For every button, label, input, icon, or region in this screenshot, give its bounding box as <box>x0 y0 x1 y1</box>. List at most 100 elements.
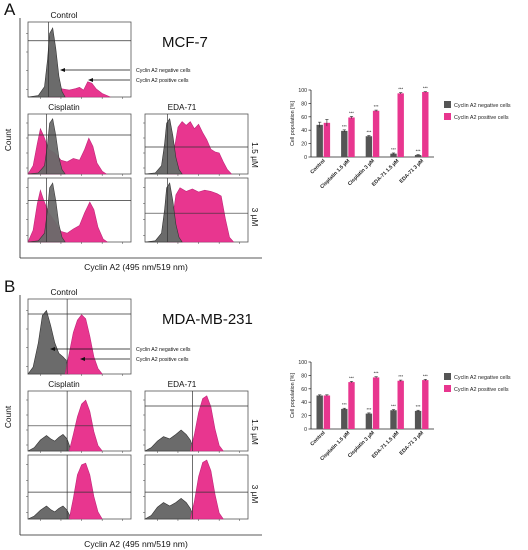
panel-b-cisplatin-1-histogram-negative <box>27 434 72 452</box>
panel-a-chart-y-tick-label: 40 <box>301 128 307 134</box>
panel-a-chart-bar-negative <box>341 130 348 157</box>
panel-a-chart-significance-label: *** <box>416 149 421 154</box>
panel-a-chart-bar-negative <box>414 154 422 157</box>
panel-b: B Control MDA-MB-231 Cisplatin EDA-71 Count 1.… <box>3 277 511 549</box>
panel-b-chart-significance-label: *** <box>423 373 428 378</box>
panel-a-eda-1-histogram-positive <box>167 121 233 175</box>
panel-b-positive-arrow-label: Cyclin A2 positive cells <box>136 357 189 363</box>
panel-b-control-label: Control <box>51 287 78 297</box>
panel-b-chart-significance-label: *** <box>398 374 403 379</box>
panel-b-chart-y-tick-label: 60 <box>301 387 307 393</box>
panel-b-eda-label: EDA-71 <box>168 380 197 389</box>
panel-a-chart-category-label: Control <box>309 158 327 176</box>
panel-a-chart-significance-label: *** <box>391 147 396 152</box>
panel-a-eda-1-histogram-negative <box>144 118 183 175</box>
panel-a-x-axis-label: Cyclin A2 (495 nm/519 nm) <box>84 262 188 272</box>
panel-a-cisplatin-2-histogram-negative <box>27 182 66 243</box>
panel-a-eda-2-histogram-positive <box>167 187 235 243</box>
panel-b-chart-y-tick-label: 80 <box>301 373 307 379</box>
panel-b-eda-1-histogram-negative <box>144 429 195 452</box>
panel-b-letter: B <box>4 277 15 296</box>
panel-b-chart-legend-swatch <box>444 373 451 380</box>
panel-b-chart-significance-label: *** <box>391 404 396 409</box>
panel-a-chart-bar-negative <box>316 124 323 157</box>
panel-a-chart-significance-label: *** <box>342 124 347 129</box>
panel-b-x-axis-label: Cyclin A2 (495 nm/519 nm) <box>84 539 188 549</box>
panel-a-chart-legend-swatch <box>444 101 451 108</box>
panel-b-chart-y-tick-label: 40 <box>301 400 307 406</box>
panel-b-chart-bar-positive <box>348 382 355 429</box>
panel-b-chart-significance-label: *** <box>349 375 354 380</box>
panel-b-count-label: Count <box>3 405 13 428</box>
panel-b-dose-label-2: 3 µM <box>250 485 260 504</box>
panel-a-chart-significance-label: *** <box>366 130 371 135</box>
panel-a-positive-arrow-label: Cyclin A2 positive cells <box>136 78 189 84</box>
panel-b-chart-bar-negative <box>341 408 348 429</box>
panel-b-eda-1-histogram-positive <box>189 395 224 452</box>
panel-a-chart-y-axis-label: Cell population [%] <box>290 101 296 146</box>
panel-a-chart-bar-negative <box>365 136 373 157</box>
panel-b-chart-bar-positive <box>323 395 331 429</box>
panel-b-cisplatin-2-histogram-positive <box>68 462 103 520</box>
panel-a-cisplatin-1-histogram-negative <box>27 118 66 175</box>
panel-b-cisplatin-label: Cisplatin <box>48 380 80 389</box>
panel-b-chart-y-tick-label: 0 <box>304 427 307 433</box>
panel-a-cisplatin-label: Cisplatin <box>48 103 80 112</box>
panel-a-arrowhead-positive <box>88 78 93 82</box>
panel-b-negative-arrow-label: Cyclin A2 negative cells <box>136 347 191 353</box>
panel-a-chart-significance-label: *** <box>398 87 403 92</box>
panel-b-chart-significance-label: *** <box>374 371 379 376</box>
panel-a-chart-significance-label: *** <box>374 104 379 109</box>
panel-a-chart-y-tick-label: 0 <box>304 155 307 161</box>
panel-a-chart-bar-positive <box>372 110 380 157</box>
panel-b-chart-legend-swatch <box>444 385 451 392</box>
panel-b-cisplatin-2-histogram-negative <box>27 505 72 520</box>
panel-a-chart-legend-swatch <box>444 113 451 120</box>
panel-b-dose-label-1: 1.5 µM <box>250 419 260 445</box>
panel-a-count-label: Count <box>3 128 13 151</box>
panel-b-chart-bar-negative <box>365 413 373 429</box>
panel-a-cell-line: MCF-7 <box>162 34 208 51</box>
panel-b-chart-significance-label: *** <box>366 407 371 412</box>
panel-a-chart-y-tick-label: 20 <box>301 142 307 148</box>
panel-a: A Control MCF-7 Cisplatin EDA-71 Count 1.5 µM 3… <box>3 0 511 272</box>
panel-a-chart-significance-label: *** <box>423 86 428 91</box>
panel-b-chart-y-tick-label: 20 <box>301 414 307 420</box>
panel-a-chart-y-tick-label: 80 <box>301 101 307 107</box>
panel-a-control-histogram-negative <box>27 27 66 98</box>
panel-a-chart-bar-negative <box>390 153 397 157</box>
panel-b-chart-bar-positive <box>372 377 380 429</box>
panel-a-chart-bar-positive <box>422 92 429 157</box>
panel-a-arrowhead-negative <box>60 68 65 72</box>
panel-b-chart-bar-negative <box>316 395 323 429</box>
panel-b-chart-y-axis-label: Cell population [%] <box>290 373 296 418</box>
panel-a-dose-label-1: 1.5 µM <box>250 142 260 168</box>
panel-a-letter: A <box>4 0 16 19</box>
panel-b-chart-bar-positive <box>422 380 429 429</box>
panel-b-cell-line: MDA-MB-231 <box>162 311 253 328</box>
panel-a-chart-significance-label: *** <box>349 110 354 115</box>
panel-b-chart-y-tick-label: 100 <box>298 360 307 366</box>
panel-b-control-histogram-negative <box>27 309 70 375</box>
panel-a-chart-legend-label: Cyclin A2 negative cells <box>454 103 511 109</box>
panel-a-chart-bar-positive <box>323 122 331 157</box>
panel-b-chart-legend-label: Cyclin A2 positive cells <box>454 387 509 393</box>
panel-b-chart-category-label: EDA-71 3 µM <box>399 430 426 457</box>
panel-a-control-histogram-frame <box>27 21 132 98</box>
panel-a-control-label: Control <box>51 10 78 20</box>
panel-b-chart-bar-positive <box>397 380 404 429</box>
panel-b-chart-category-label: Control <box>309 430 327 448</box>
panel-a-negative-arrow-label: Cyclin A2 negative cells <box>136 68 191 74</box>
panel-b-eda-2-histogram-positive <box>189 459 224 520</box>
panel-b-arrowhead-negative <box>50 347 55 351</box>
panel-a-dose-label-2: 3 µM <box>250 208 260 227</box>
panel-a-chart-bar-positive <box>397 93 404 157</box>
panel-a-chart-y-tick-label: 60 <box>301 115 307 121</box>
panel-a-chart-y-tick-label: 100 <box>298 88 307 94</box>
panel-b-chart-bar-negative <box>414 410 422 429</box>
panel-b-chart-significance-label: *** <box>416 404 421 409</box>
panel-a-chart-bar-positive <box>348 117 355 157</box>
panel-a-eda-label: EDA-71 <box>168 103 197 112</box>
panel-b-chart-significance-label: *** <box>342 402 347 407</box>
